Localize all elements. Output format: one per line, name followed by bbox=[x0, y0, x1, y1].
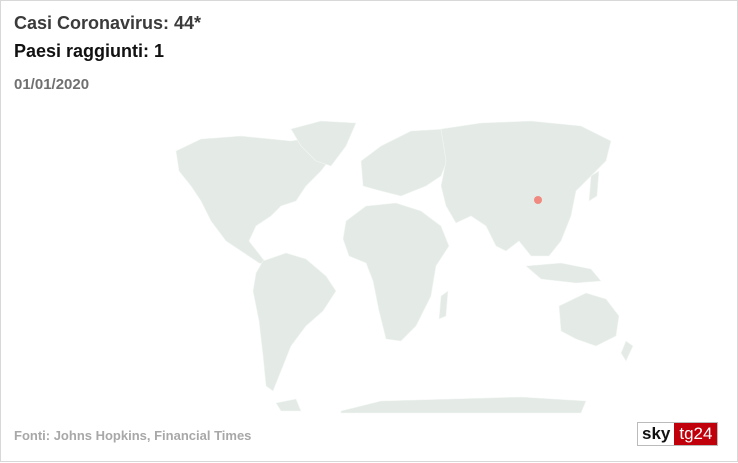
greenland bbox=[290, 120, 357, 167]
antarctica bbox=[340, 396, 587, 414]
sources-note: Fonti: Johns Hopkins, Financial Times bbox=[14, 428, 252, 443]
cases-title: Casi Coronavirus: 44* bbox=[14, 13, 202, 33]
asia bbox=[440, 120, 612, 257]
south-america bbox=[252, 252, 337, 392]
logo-tg24: tg24 bbox=[674, 423, 718, 445]
new-zealand bbox=[620, 340, 634, 362]
antarctic-peninsula bbox=[275, 398, 302, 412]
australia bbox=[558, 292, 620, 347]
europe bbox=[360, 128, 452, 197]
japan bbox=[588, 170, 600, 202]
countries-title: Paesi raggiunti: 1 bbox=[14, 41, 165, 61]
outbreak-marker bbox=[534, 196, 542, 204]
indonesia bbox=[525, 262, 602, 284]
logo-sky: sky bbox=[638, 423, 675, 445]
skytg24-logo: sky tg24 bbox=[637, 422, 719, 446]
africa bbox=[342, 202, 450, 342]
date-label: 01/01/2020 bbox=[14, 76, 90, 93]
madagascar bbox=[438, 290, 449, 320]
